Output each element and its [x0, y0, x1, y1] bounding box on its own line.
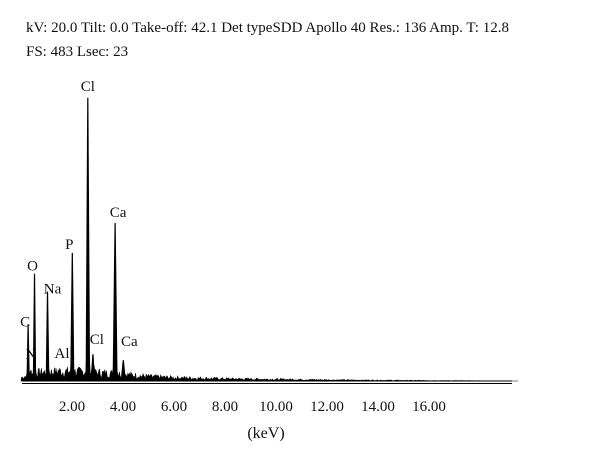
peak-cl-7 [90, 354, 96, 381]
x-tick-label: 12.00 [310, 399, 344, 415]
peak-c-0 [26, 324, 30, 381]
spectrum-continuum [20, 321, 519, 382]
peak-label-o: O [27, 259, 38, 275]
peak-label-ca: Ca [110, 205, 127, 221]
x-axis [22, 380, 512, 384]
peak-o-2 [32, 273, 37, 381]
x-tick-labels: 2.00 4.00 6.00 8.00 10.00 12.00 14.00 16.00 [59, 399, 446, 415]
acquisition-line-2: FS: 483 Lsec: 23 [26, 44, 129, 60]
acquisition-line-1: kV: 20.0 Tilt: 0.0 Take-off: 42.1 Det ty… [26, 20, 509, 36]
acquisition-parameters: kV: 20.0 Tilt: 0.0 Take-off: 42.1 Det ty… [26, 16, 509, 64]
peak-al-4 [57, 372, 61, 381]
peak-label-p: P [65, 237, 73, 253]
x-tick-label: 10.00 [259, 399, 293, 415]
peak-label-c: C [20, 314, 30, 330]
peak-cl-6 [85, 97, 91, 382]
peak-labels: C N O Na Al P Cl Cl Ca Ca [20, 79, 138, 363]
x-tick-label: 6.00 [161, 399, 187, 415]
x-axis-label: (keV) [247, 425, 284, 442]
x-tick-label: 2.00 [59, 399, 85, 415]
x-tick-label: 14.00 [361, 399, 395, 415]
peak-label-ca: Ca [121, 334, 138, 350]
peak-label-cl: Cl [90, 332, 104, 348]
peak-ca-9 [120, 360, 126, 381]
peak-label-al: Al [55, 346, 70, 362]
peak-label-na: Na [44, 282, 62, 298]
x-tick-label: 8.00 [212, 399, 238, 415]
peak-na-3 [45, 291, 50, 381]
peak-label-cl: Cl [81, 79, 95, 95]
x-tick-label: 4.00 [110, 399, 136, 415]
peak-n-1 [29, 370, 33, 381]
peak-ca-8 [112, 223, 118, 381]
peak-label-n: N [25, 347, 36, 363]
x-tick-label: 16.00 [412, 399, 446, 415]
peak-p-5 [70, 252, 75, 381]
